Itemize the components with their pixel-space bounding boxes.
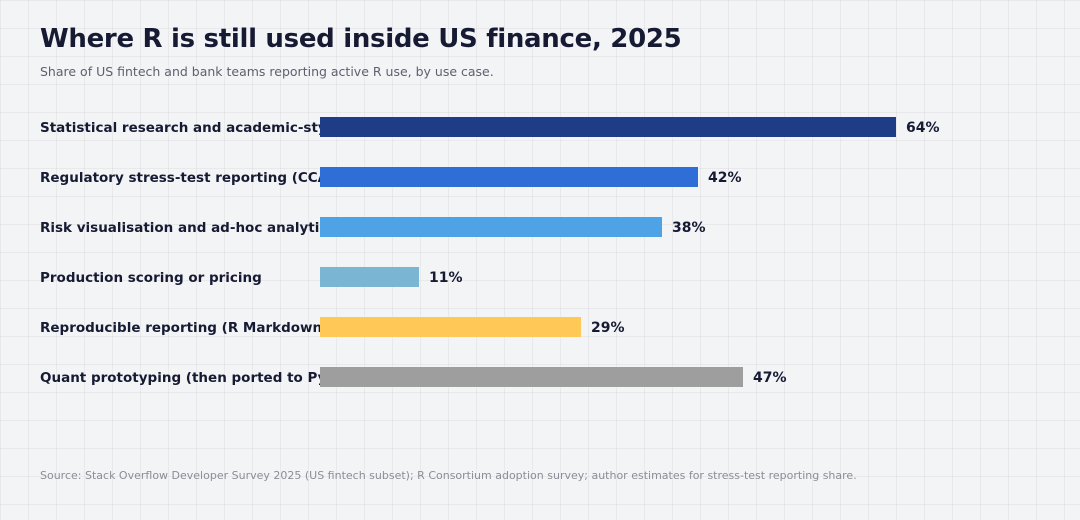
bar-row: Quant prototyping (then ported to Python… xyxy=(40,367,787,387)
bar-row: Reproducible reporting (R Markdown, Quar… xyxy=(40,317,625,337)
value-label: 47% xyxy=(753,370,787,386)
value-label: 29% xyxy=(591,320,625,336)
source-note: Source: Stack Overflow Developer Survey … xyxy=(40,469,857,482)
category-label: Reproducible reporting (R Markdown, Quar… xyxy=(40,320,391,336)
category-label: Production scoring or pricing xyxy=(40,270,262,286)
bar xyxy=(320,317,581,337)
value-label: 11% xyxy=(429,270,463,286)
category-label: Risk visualisation and ad-hoc analytics xyxy=(40,220,335,236)
bar-row: Production scoring or pricing 11% xyxy=(40,267,463,287)
bar xyxy=(320,367,743,387)
bar xyxy=(320,217,662,237)
bar xyxy=(320,267,419,287)
value-label: 42% xyxy=(708,170,742,186)
category-label: Quant prototyping (then ported to Python… xyxy=(40,370,368,386)
category-label: Regulatory stress-test reporting (CCAR, … xyxy=(40,170,403,186)
bar xyxy=(320,167,698,187)
bar-row: Statistical research and academic-style … xyxy=(40,117,940,137)
category-label: Statistical research and academic-style … xyxy=(40,120,421,136)
bar-row: Risk visualisation and ad-hoc analytics 3… xyxy=(40,217,706,237)
chart-title: Where R is still used inside US finance,… xyxy=(40,24,682,54)
value-label: 64% xyxy=(906,120,940,136)
bar xyxy=(320,117,896,137)
bar-row: Regulatory stress-test reporting (CCAR, … xyxy=(40,167,742,187)
bar-chart: Statistical research and academic-style … xyxy=(40,117,940,387)
value-label: 38% xyxy=(672,220,706,236)
chart-subtitle: Share of US fintech and bank teams repor… xyxy=(40,64,494,79)
